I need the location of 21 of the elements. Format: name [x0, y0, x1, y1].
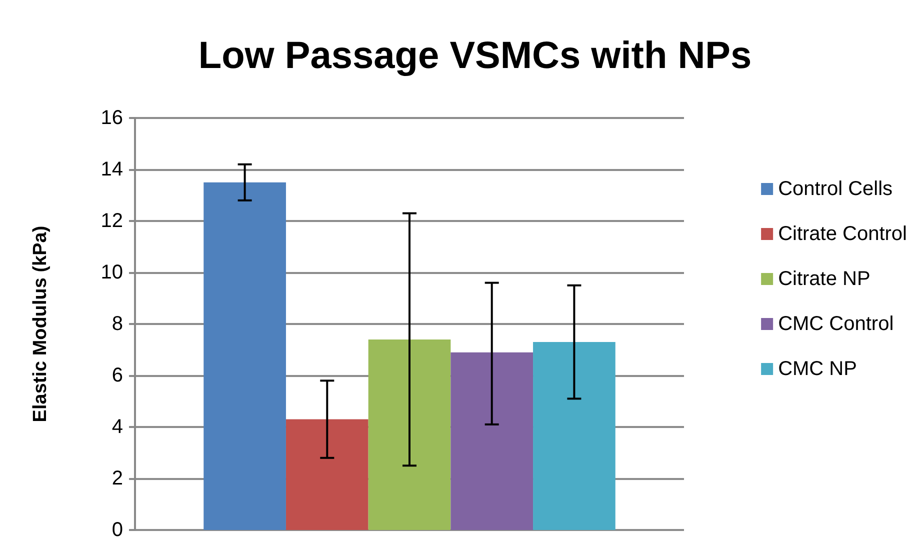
legend-label: Citrate Control — [778, 223, 907, 245]
legend-label: Citrate NP — [778, 268, 870, 290]
legend-label: CMC NP — [778, 358, 857, 380]
bar — [368, 339, 451, 530]
legend-label: CMC Control — [778, 313, 894, 335]
y-tick-label: 6 — [112, 364, 123, 386]
y-tick-label: 8 — [112, 313, 123, 335]
y-axis-title: Elastic Modulus (kPa) — [30, 226, 51, 422]
bar — [286, 419, 368, 530]
y-tick-label: 0 — [112, 519, 123, 541]
y-tick-label: 14 — [100, 158, 123, 180]
bar — [204, 182, 286, 530]
y-tick-label: 12 — [100, 210, 123, 232]
y-tick-label: 2 — [112, 468, 123, 490]
chart-title: Low Passage VSMCs with NPs — [198, 35, 752, 77]
y-tick-label: 4 — [112, 416, 123, 438]
y-tick-label: 16 — [100, 107, 123, 129]
legend-label: Control Cells — [778, 178, 893, 200]
bar — [533, 342, 616, 530]
y-tick-label: 10 — [100, 262, 123, 284]
bar — [450, 352, 534, 530]
